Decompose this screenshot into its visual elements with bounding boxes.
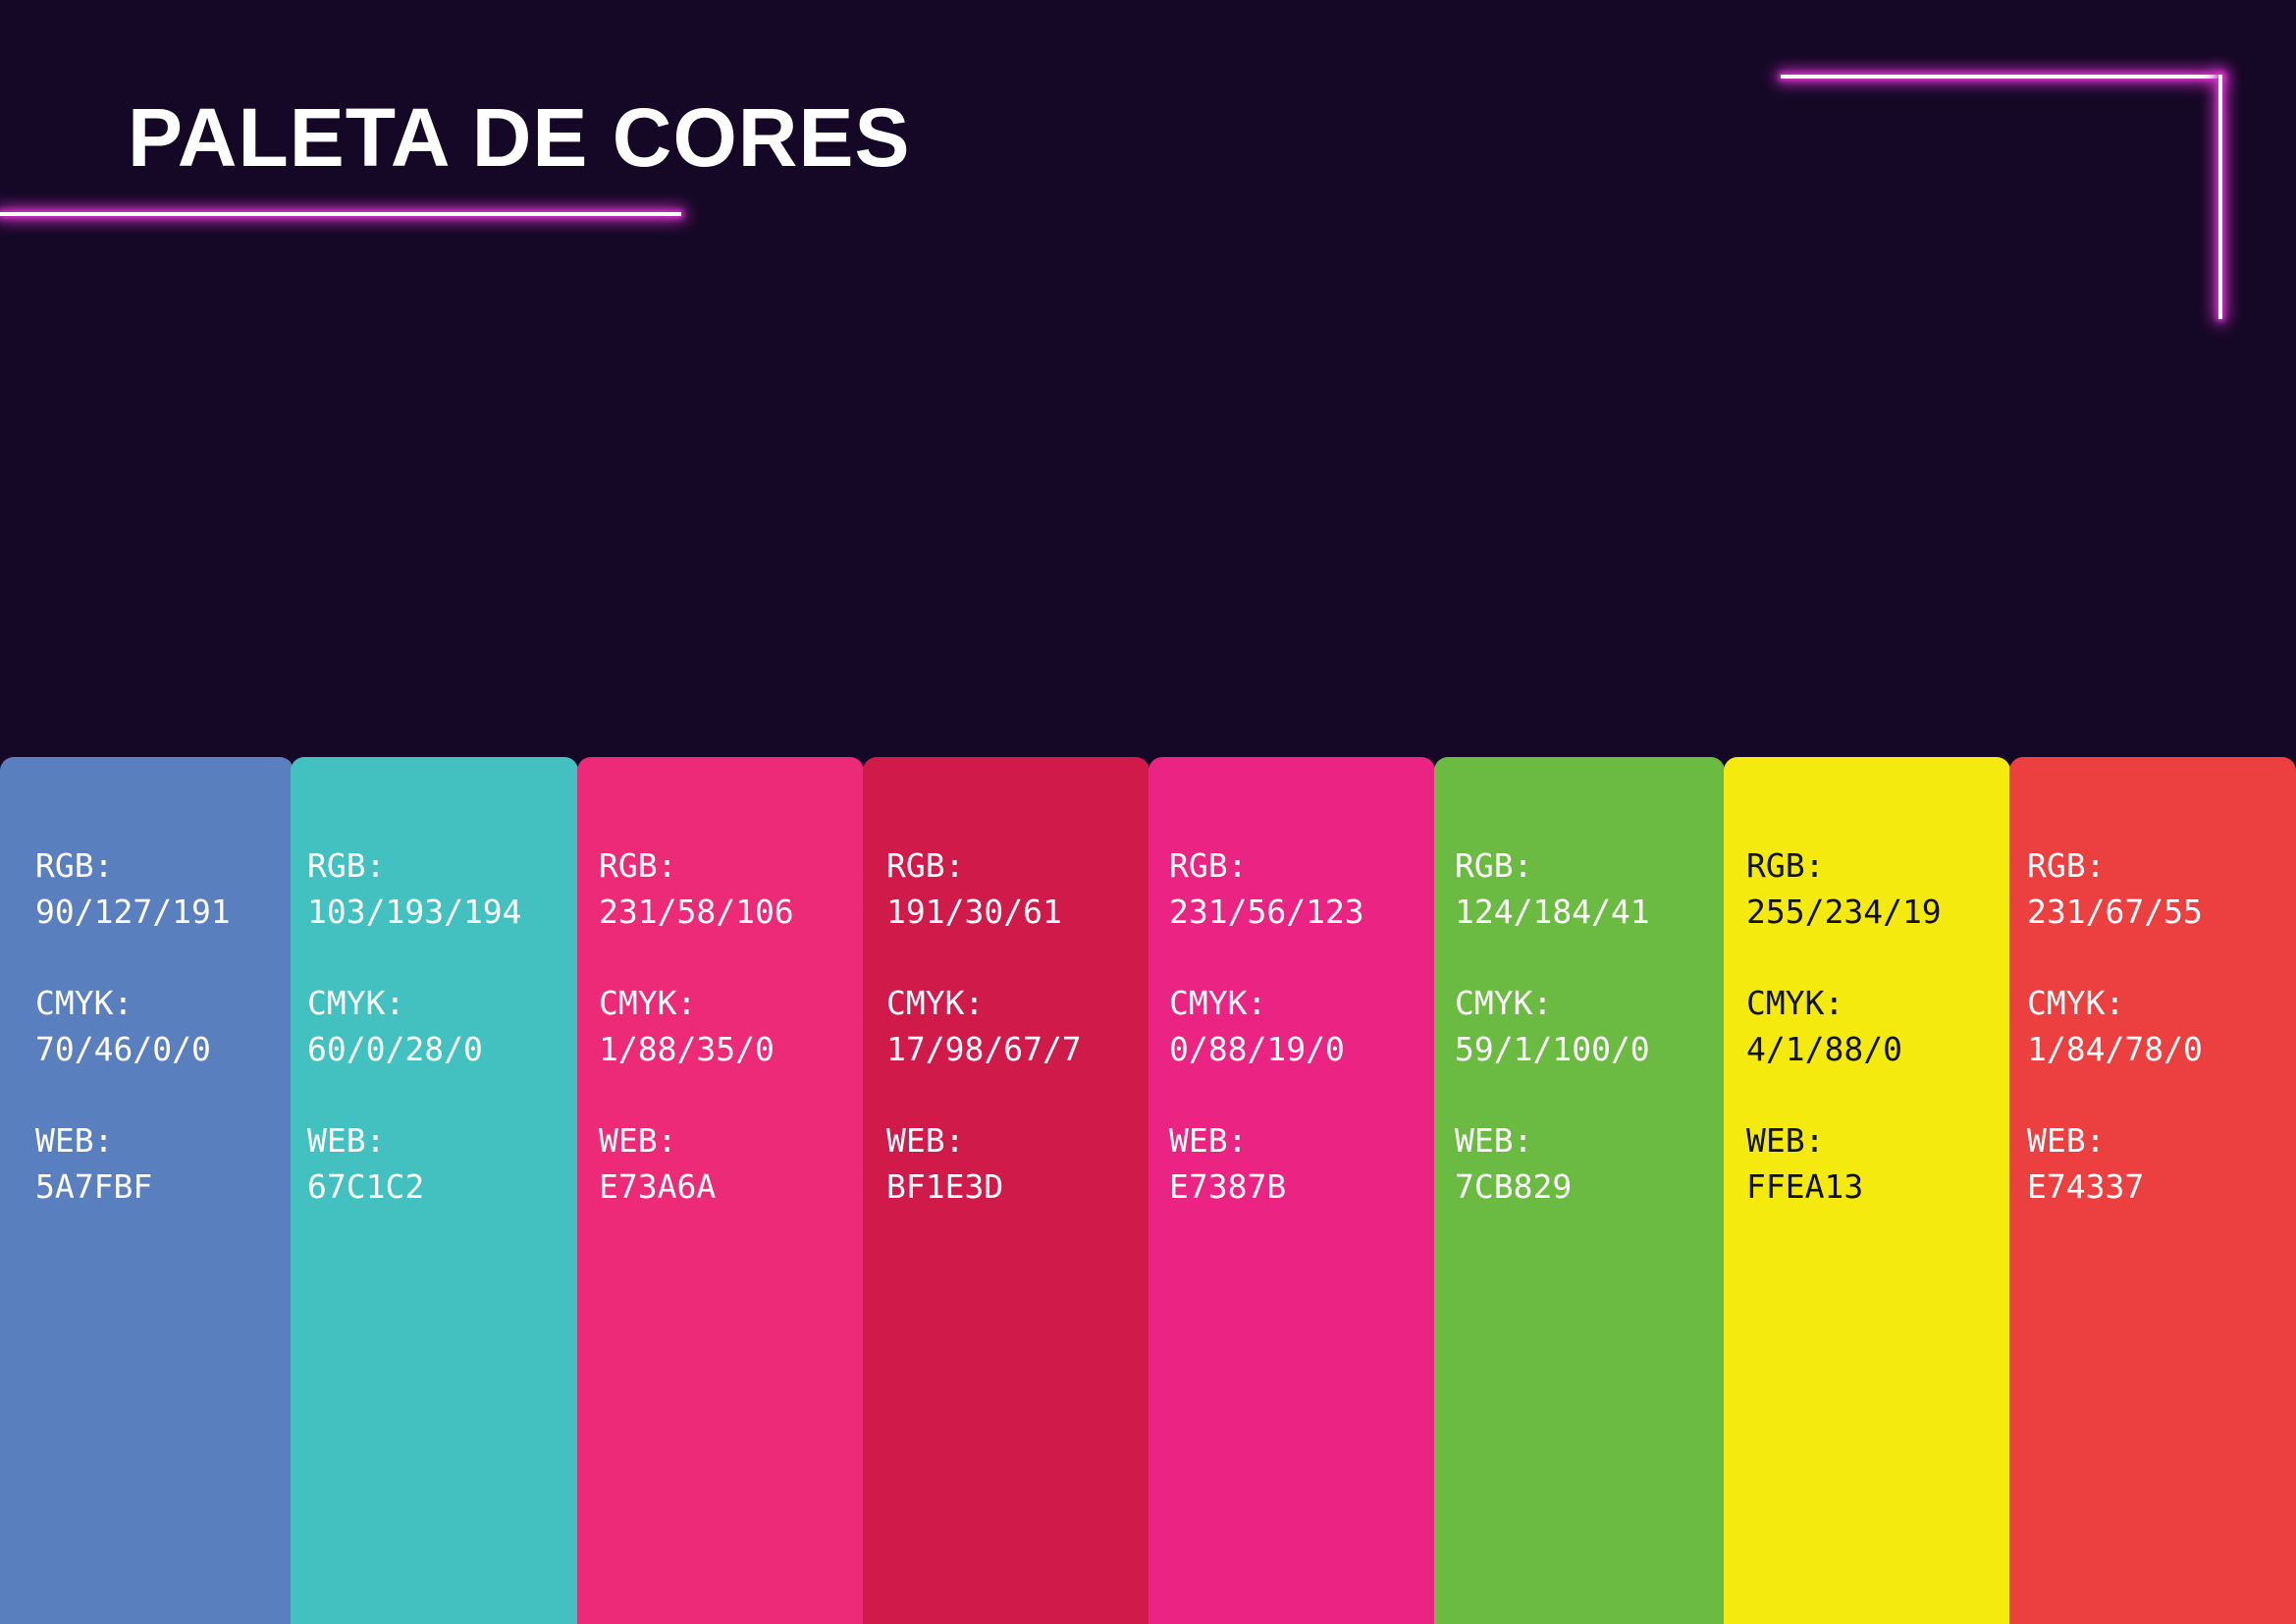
cmyk-label: CMYK: bbox=[307, 984, 405, 1022]
web-label: WEB: bbox=[1746, 1121, 1825, 1160]
rgb-label: RGB: bbox=[2027, 846, 2106, 885]
web-value: BF1E3D bbox=[886, 1167, 1004, 1206]
rgb-value: 231/67/55 bbox=[2027, 893, 2203, 931]
cmyk-label: CMYK: bbox=[599, 984, 697, 1022]
cmyk-label: CMYK: bbox=[1169, 984, 1267, 1022]
swatch-7: RGB: 255/234/19 CMYK: 4/1/88/0 WEB: FFEA… bbox=[1724, 757, 2010, 1624]
swatch-specs: RGB: 231/58/106 CMYK: 1/88/35/0 WEB: E73… bbox=[599, 842, 794, 1210]
web-label: WEB: bbox=[2027, 1121, 2106, 1160]
swatch-3: RGB: 231/58/106 CMYK: 1/88/35/0 WEB: E73… bbox=[577, 757, 864, 1624]
swatch-specs: RGB: 191/30/61 CMYK: 17/98/67/7 WEB: BF1… bbox=[886, 842, 1082, 1210]
swatch-1: RGB: 90/127/191 CMYK: 70/46/0/0 WEB: 5A7… bbox=[0, 757, 294, 1624]
web-value: E74337 bbox=[2027, 1167, 2145, 1206]
swatch-specs: RGB: 124/184/41 CMYK: 59/1/100/0 WEB: 7C… bbox=[1455, 842, 1650, 1210]
cmyk-value: 70/46/0/0 bbox=[35, 1030, 211, 1068]
rgb-label: RGB: bbox=[886, 846, 965, 885]
swatch-8: RGB: 231/67/55 CMYK: 1/84/78/0 WEB: E743… bbox=[2009, 757, 2296, 1624]
rgb-label: RGB: bbox=[1746, 846, 1825, 885]
web-label: WEB: bbox=[1455, 1121, 1533, 1160]
swatch-5: RGB: 231/56/123 CMYK: 0/88/19/0 WEB: E73… bbox=[1148, 757, 1435, 1624]
web-label: WEB: bbox=[599, 1121, 677, 1160]
rgb-value: 90/127/191 bbox=[35, 893, 231, 931]
swatch-4: RGB: 191/30/61 CMYK: 17/98/67/7 WEB: BF1… bbox=[863, 757, 1149, 1624]
rgb-value: 255/234/19 bbox=[1746, 893, 1942, 931]
cmyk-label: CMYK: bbox=[1746, 984, 1844, 1022]
swatch-specs: RGB: 255/234/19 CMYK: 4/1/88/0 WEB: FFEA… bbox=[1746, 842, 1942, 1210]
cmyk-value: 1/84/78/0 bbox=[2027, 1030, 2203, 1068]
swatch-specs: RGB: 231/67/55 CMYK: 1/84/78/0 WEB: E743… bbox=[2027, 842, 2203, 1210]
web-value: E7387B bbox=[1169, 1167, 1287, 1206]
rgb-value: 191/30/61 bbox=[886, 893, 1062, 931]
rgb-label: RGB: bbox=[35, 846, 114, 885]
web-value: E73A6A bbox=[599, 1167, 717, 1206]
rgb-value: 231/56/123 bbox=[1169, 893, 1364, 931]
corner-frame-top-line bbox=[1781, 75, 2222, 79]
rgb-value: 103/193/194 bbox=[307, 893, 522, 931]
rgb-label: RGB: bbox=[307, 846, 386, 885]
rgb-label: RGB: bbox=[599, 846, 677, 885]
swatch-6: RGB: 124/184/41 CMYK: 59/1/100/0 WEB: 7C… bbox=[1434, 757, 1725, 1624]
web-value: 67C1C2 bbox=[307, 1167, 425, 1206]
rgb-value: 231/58/106 bbox=[599, 893, 794, 931]
cmyk-label: CMYK: bbox=[886, 984, 985, 1022]
rgb-value: 124/184/41 bbox=[1455, 893, 1650, 931]
swatch-specs: RGB: 103/193/194 CMYK: 60/0/28/0 WEB: 67… bbox=[307, 842, 522, 1210]
rgb-label: RGB: bbox=[1455, 846, 1533, 885]
web-label: WEB: bbox=[307, 1121, 386, 1160]
web-label: WEB: bbox=[886, 1121, 965, 1160]
cmyk-value: 59/1/100/0 bbox=[1455, 1030, 1650, 1068]
swatch-specs: RGB: 231/56/123 CMYK: 0/88/19/0 WEB: E73… bbox=[1169, 842, 1364, 1210]
page-title: PALETA DE CORES bbox=[128, 91, 911, 184]
cmyk-value: 1/88/35/0 bbox=[599, 1030, 774, 1068]
web-label: WEB: bbox=[1169, 1121, 1248, 1160]
cmyk-value: 60/0/28/0 bbox=[307, 1030, 483, 1068]
swatch-2: RGB: 103/193/194 CMYK: 60/0/28/0 WEB: 67… bbox=[291, 757, 578, 1624]
cmyk-value: 4/1/88/0 bbox=[1746, 1030, 1902, 1068]
cmyk-label: CMYK: bbox=[2027, 984, 2125, 1022]
cmyk-value: 0/88/19/0 bbox=[1169, 1030, 1345, 1068]
swatch-specs: RGB: 90/127/191 CMYK: 70/46/0/0 WEB: 5A7… bbox=[35, 842, 231, 1210]
title-underline bbox=[0, 212, 681, 216]
cmyk-label: CMYK: bbox=[1455, 984, 1553, 1022]
web-value: 5A7FBF bbox=[35, 1167, 153, 1206]
cmyk-value: 17/98/67/7 bbox=[886, 1030, 1082, 1068]
color-palette: RGB: 90/127/191 CMYK: 70/46/0/0 WEB: 5A7… bbox=[0, 757, 2296, 1624]
web-value: FFEA13 bbox=[1746, 1167, 1864, 1206]
web-label: WEB: bbox=[35, 1121, 114, 1160]
web-value: 7CB829 bbox=[1455, 1167, 1573, 1206]
corner-frame-right-line bbox=[2218, 75, 2222, 319]
rgb-label: RGB: bbox=[1169, 846, 1248, 885]
cmyk-label: CMYK: bbox=[35, 984, 133, 1022]
